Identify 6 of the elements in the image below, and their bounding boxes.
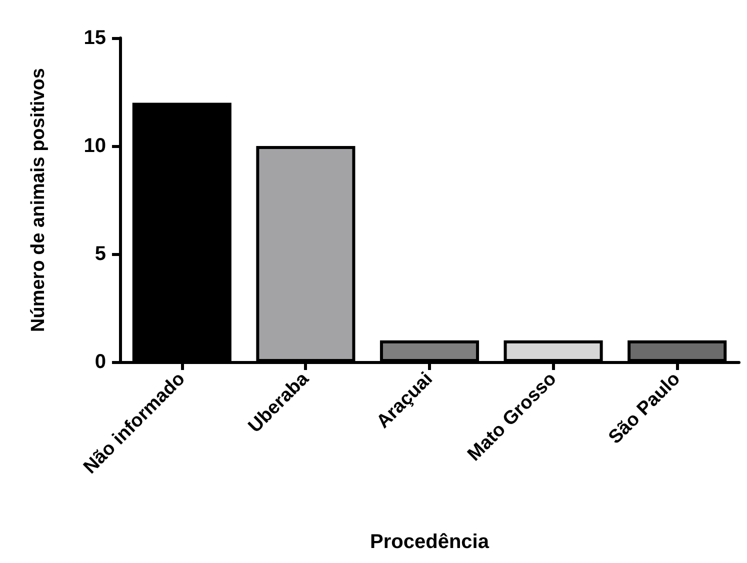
y-tick-label: 15 xyxy=(84,27,106,49)
y-axis-title: Número de animais positivos xyxy=(28,68,49,332)
y-tick-label: 0 xyxy=(94,351,106,373)
y-tick-label: 5 xyxy=(94,243,106,265)
y-tick-label: 10 xyxy=(84,135,106,157)
x-axis-title: Procedência xyxy=(370,531,490,553)
